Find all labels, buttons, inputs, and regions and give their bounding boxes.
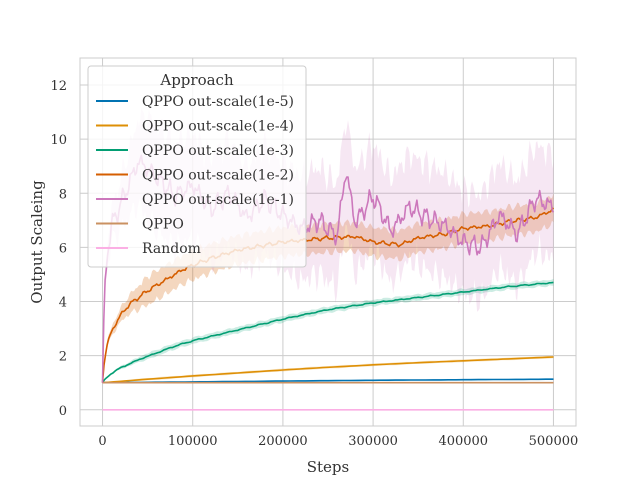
x-tick-label: 100000 bbox=[168, 434, 218, 449]
legend-label-1: QPPO out-scale(1e-4) bbox=[142, 119, 294, 135]
legend-items: QPPO out-scale(1e-5) QPPO out-scale(1e-4)… bbox=[96, 94, 294, 257]
y-tick-label: 6 bbox=[59, 241, 67, 256]
y-tick-label: 12 bbox=[50, 79, 67, 94]
x-tick-label: 200000 bbox=[258, 434, 308, 449]
y-tick-label: 0 bbox=[59, 404, 67, 419]
legend-box bbox=[87, 65, 307, 268]
band-1 bbox=[102, 355, 554, 383]
y-ticks: 0 2 4 6 8 10 12 bbox=[50, 79, 67, 419]
series-line-1 bbox=[102, 356, 554, 384]
legend-label-4: QPPO out-scale(1e-1) bbox=[142, 192, 294, 208]
legend-label-2: QPPO out-scale(1e-3) bbox=[142, 143, 294, 159]
series-line-2 bbox=[101, 281, 554, 384]
x-tick-label: 300000 bbox=[348, 434, 398, 449]
legend-label-6: Random bbox=[142, 241, 201, 257]
y-tick-label: 10 bbox=[50, 133, 67, 148]
legend-label-0: QPPO out-scale(1e-5) bbox=[142, 94, 294, 110]
x-tick-label: 500000 bbox=[529, 434, 579, 449]
legend-title: Approach bbox=[159, 71, 234, 89]
x-tick-label: 0 bbox=[98, 434, 106, 449]
legend-label-5: QPPO bbox=[142, 217, 184, 233]
y-axis-label: Output Scaleing bbox=[28, 180, 46, 304]
legend: Approach QPPO out-scale(1e-5)QPPO out-sc… bbox=[87, 65, 307, 268]
plot-frame bbox=[79, 57, 577, 427]
y-tick-label: 8 bbox=[59, 187, 67, 202]
legend-label-3: QPPO out-scale(1e-2) bbox=[142, 168, 294, 184]
x-ticks: 0 100000 200000 300000 400000 500000 bbox=[98, 434, 578, 449]
series-line-3 bbox=[101, 207, 555, 383]
y-tick-label: 2 bbox=[59, 350, 67, 365]
band-3 bbox=[102, 193, 554, 385]
x-tick-label: 400000 bbox=[438, 434, 488, 449]
y-tick-label: 4 bbox=[59, 296, 67, 311]
x-axis-label: Steps bbox=[307, 458, 349, 476]
